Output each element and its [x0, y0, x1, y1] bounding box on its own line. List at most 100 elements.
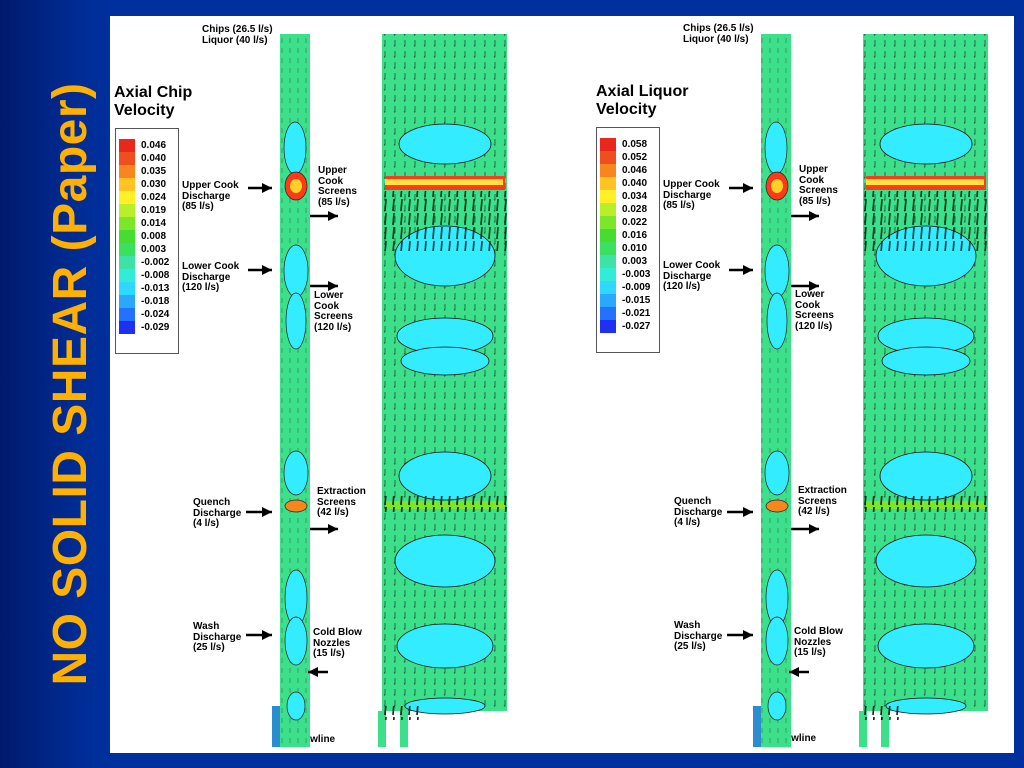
legend-row: 0.030 [116, 178, 178, 191]
legend-row: 0.040 [597, 177, 659, 190]
digester-columns [246, 34, 988, 747]
legend-row: -0.024 [116, 308, 178, 321]
legend-row: 0.040 [116, 152, 178, 165]
legend-row: 0.024 [116, 191, 178, 204]
contour-region [877, 623, 975, 669]
legend-value: -0.024 [141, 309, 170, 320]
legend-value: 0.034 [622, 191, 648, 202]
legend-value: 0.040 [141, 153, 167, 164]
legend-row: 0.008 [116, 230, 178, 243]
outlet-right [881, 711, 889, 747]
upper-cook-screens-label: Upper Cook Screens (85 l/s) [799, 164, 838, 207]
legend-value: -0.009 [622, 282, 651, 293]
blowline-pipe [753, 706, 761, 747]
legend-row: 0.003 [116, 243, 178, 256]
lower-cook-screens-label: Lower Cook Screens (120 l/s) [795, 289, 834, 332]
contour-region [396, 623, 494, 669]
contour-region [764, 244, 790, 298]
contour-region [398, 451, 492, 501]
upper-cook-screens-label: Upper Cook Screens (85 l/s) [318, 165, 357, 208]
contour-region [285, 292, 307, 350]
high-velocity-core [290, 179, 302, 193]
contour-region [766, 292, 788, 350]
liquor-velocity-title-line2: Velocity [596, 101, 657, 118]
flow-arrow-head [809, 211, 819, 221]
blowline-label: Blowline [775, 733, 817, 744]
flow-arrow-head [262, 630, 272, 640]
wash-discharge-label: Wash Discharge (25 l/s) [674, 620, 723, 652]
legend-row: -0.002 [116, 256, 178, 269]
high-velocity-streak-core [385, 179, 503, 185]
legend-row: -0.021 [597, 307, 659, 320]
legend-value: -0.002 [141, 257, 170, 268]
inlet-label-line1: Chips (26.5 l/s) [202, 24, 273, 35]
contour-region [875, 534, 977, 588]
outlet-left [859, 711, 867, 747]
flow-arrow-head [328, 281, 338, 291]
legend-value: 0.028 [622, 204, 648, 215]
legend-value: -0.018 [141, 296, 170, 307]
chip-velocity-legend: 0.046 0.040 0.035 0.030 0.024 0.019 0.01… [115, 128, 179, 354]
lower-cook-screens-label: Lower Cook Screens (120 l/s) [314, 290, 353, 333]
legend-row: -0.003 [597, 268, 659, 281]
upper-cook-discharge-label: Upper Cook Discharge (85 l/s) [182, 180, 239, 212]
legend-row: -0.015 [597, 294, 659, 307]
high-velocity-region [765, 499, 789, 513]
contour-region [286, 691, 306, 721]
legend-row: 0.019 [116, 204, 178, 217]
liquor-velocity-legend: 0.058 0.052 0.046 0.040 0.034 0.028 0.02… [596, 127, 660, 353]
legend-value: 0.040 [622, 178, 648, 189]
legend-value: -0.015 [622, 295, 651, 306]
legend-value: -0.029 [141, 322, 170, 333]
outlet-right [400, 711, 408, 747]
inlet-label-line2: Liquor (40 l/s) [683, 34, 749, 45]
figure-panel: Axial Chip Velocity 0.046 0.040 0.035 0.… [110, 16, 1014, 753]
contour-region [394, 534, 496, 588]
contour-region [398, 123, 492, 165]
legend-value: 0.022 [622, 217, 648, 228]
contour-region [765, 616, 789, 666]
lower-cook-discharge-label: Lower Cook Discharge (120 l/s) [663, 260, 721, 292]
legend-row: -0.029 [116, 321, 178, 334]
extraction-screens-label: Extraction Screens (42 l/s) [317, 486, 366, 518]
blowline-label: Blowline [294, 734, 336, 745]
legend-value: 0.008 [141, 231, 167, 242]
flow-arrow-head [262, 265, 272, 275]
outlet-left [378, 711, 386, 747]
legend-value: 0.016 [622, 230, 648, 241]
legend-value: 0.035 [141, 166, 167, 177]
upper-cook-discharge-label: Upper Cook Discharge (85 l/s) [663, 179, 720, 211]
legend-row: 0.046 [597, 164, 659, 177]
legend-value: 0.014 [141, 218, 167, 229]
legend-value: 0.046 [622, 165, 648, 176]
lower-cook-discharge-label: Lower Cook Discharge (120 l/s) [182, 261, 240, 293]
legend-value: 0.003 [622, 256, 648, 267]
flow-arrow-head [789, 667, 799, 677]
strong-flow-vectors [382, 191, 507, 251]
slide-title: NO SOLID SHEAR (Paper) [44, 82, 97, 686]
high-velocity-streak-core [866, 179, 984, 185]
contour-region [283, 244, 309, 298]
contour-region [284, 616, 308, 666]
flow-arrow-head [743, 265, 753, 275]
wash-discharge-label: Wash Discharge (25 l/s) [193, 621, 242, 653]
legend-row: 0.016 [597, 229, 659, 242]
high-velocity-core [771, 179, 783, 193]
contour-region [400, 346, 490, 376]
flow-arrow-head [262, 183, 272, 193]
flow-arrow-head [308, 667, 318, 677]
flow-arrow-head [809, 524, 819, 534]
legend-row: 0.003 [597, 255, 659, 268]
legend-value: 0.024 [141, 192, 167, 203]
flow-arrow-head [743, 630, 753, 640]
legend-value: -0.027 [622, 321, 651, 332]
legend-row: -0.027 [597, 320, 659, 333]
legend-row: 0.046 [116, 139, 178, 152]
flow-arrow-head [328, 524, 338, 534]
chip-velocity-title-line1: Axial Chip [114, 84, 193, 101]
blowline-pipe [272, 706, 280, 747]
contour-region [879, 123, 973, 165]
contour-region [283, 121, 307, 175]
inlet-label-line2: Liquor (40 l/s) [202, 35, 268, 46]
contour-region [764, 450, 790, 496]
